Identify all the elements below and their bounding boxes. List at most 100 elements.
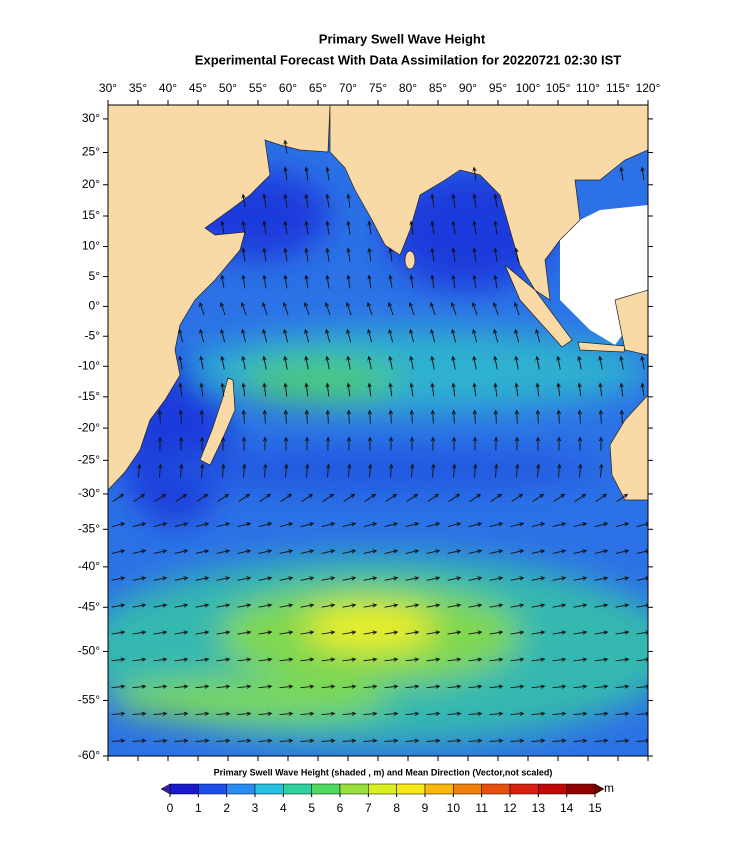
colorbar-tick-label: 11 [475,801,488,815]
land [329,105,648,301]
swell-arrow [615,522,630,528]
swell-arrow [174,711,189,716]
swell-arrow [262,247,267,262]
swell-arrow [388,274,393,289]
land [577,341,626,353]
colorbar-tick-label: 1 [195,801,202,815]
swell-arrow [640,166,645,181]
x-tick-label: 45° [189,81,207,95]
swell-arrow [132,603,147,608]
swell-arrow [573,630,588,635]
swell-arrow [132,684,147,689]
swell-arrow [472,247,477,262]
swell-arrow [237,549,252,554]
swell-arrow [279,522,294,528]
swell-arrow [279,630,294,635]
swell-arrow [410,463,415,478]
swell-arrow [577,355,582,370]
swell-arrow [468,630,483,635]
swell-arrow [133,493,146,503]
swell-arrow [426,549,441,554]
y-tick-label: -20° [78,420,100,434]
subtitle: Experimental Forecast With Data Assimila… [195,52,621,67]
swell-arrow [510,630,525,635]
swell-arrow [472,409,477,424]
colorbar-segment [226,783,256,795]
swell-arrow [577,382,582,397]
y-tick-label: -5° [85,328,101,342]
y-tick-label: -55° [78,693,100,707]
swell-arrow [321,549,336,554]
swell-arrow [387,301,394,316]
swell-arrow [552,711,567,716]
swell-arrow [153,603,168,608]
swell-arrow [300,738,315,743]
swell-arrow [303,301,310,316]
swell-arrow [111,711,126,716]
swell-arrow [283,382,288,397]
swell-arrow [406,493,419,503]
swell-arrow [321,684,336,689]
colorbar-unit: m [604,781,614,795]
swell-arrow [619,382,624,397]
swell-arrow [489,738,504,743]
swell-arrow [430,436,436,451]
x-tick-label: 105° [546,81,571,95]
swell-arrow [195,549,210,554]
swell-arrow [216,630,231,635]
swell-arrow [531,603,546,608]
swell-arrow [325,382,330,397]
y-tick-label: -10° [78,358,100,372]
swell-arrow [283,328,289,343]
swell-arrow [363,684,378,689]
swell-arrow [367,409,372,424]
swell-arrow [514,355,519,370]
swell-arrow [594,684,609,689]
swell-arrow [447,576,462,581]
swell-arrow [405,603,420,608]
swell-arrow [325,193,330,208]
swell-arrow [195,630,210,635]
swell-arrow [594,522,609,528]
swell-arrow [489,711,504,716]
swell-arrow [300,711,315,716]
swell-arrow [493,436,499,451]
swell-arrow [490,493,503,503]
swell-arrow [346,409,351,424]
swell-arrow [174,576,189,581]
swell-arrow [132,657,147,662]
swell-arrow [615,657,630,662]
swell-arrow [237,522,252,528]
swell-arrow [636,630,648,635]
swell-arrow [468,657,483,662]
swell-arrow [552,549,567,554]
swell-arrow [342,630,357,635]
swell-arrow [384,684,399,689]
swell-arrow [258,738,273,743]
swell-arrow [241,436,247,451]
swell-arrow [363,576,378,581]
swell-arrow [346,193,351,208]
swell-arrow [174,630,189,635]
swell-arrow [283,355,288,370]
swell-arrow [556,409,561,424]
swell-arrow [153,657,168,662]
swell-arrow [489,549,504,554]
swell-arrow [199,355,204,370]
swell-arrow [283,193,288,208]
swell-arrow [409,409,414,424]
swell-arrow [241,382,246,397]
swell-arrow [279,711,294,716]
swell-arrow [321,738,336,743]
swell-arrow [342,576,357,581]
swell-arrow [346,274,351,289]
swell-arrow [283,139,288,154]
swell-arrow [325,274,330,289]
swell-arrow [384,711,399,716]
swell-arrow [615,603,630,608]
swell-arrow [468,711,483,716]
swell-arrow [346,355,351,370]
swell-arrow [342,684,357,689]
swell-arrow [493,274,498,289]
swell-arrow [178,328,184,343]
